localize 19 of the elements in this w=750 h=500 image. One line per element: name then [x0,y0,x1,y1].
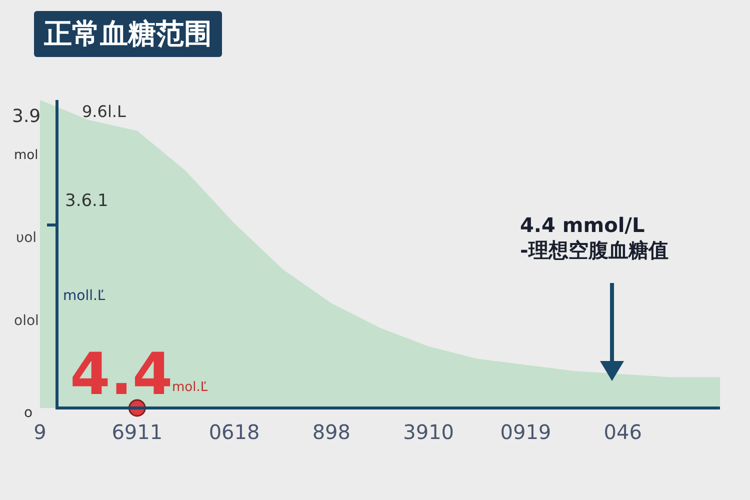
annotation: 9.6l.L [82,102,126,122]
text: mol [14,148,38,164]
x-tick-label: 9 [34,420,46,444]
text: olol [14,313,39,330]
text: υol [16,230,37,248]
annotation: 4.4 mmol/L -理想空腹血糖值 [520,213,668,263]
x-tick-label: 898 [312,420,351,444]
chart-title: 正常血糖范围 [34,11,222,57]
x-tick-label: 046 [604,420,642,444]
text: o [24,405,33,422]
x-tick-label: 0919 [500,420,552,444]
annotation: mol.Ľ [172,380,208,396]
annotation: 4.4 [70,339,173,410]
x-tick-label: 0618 [208,420,260,444]
x-tick-label: 6911 [112,420,163,444]
text: 3.9 [12,106,41,128]
x-tick-label: 3910 [403,420,454,444]
annotation: moll.Ľ [63,288,106,306]
annotation: 3.6.1 [65,191,108,212]
